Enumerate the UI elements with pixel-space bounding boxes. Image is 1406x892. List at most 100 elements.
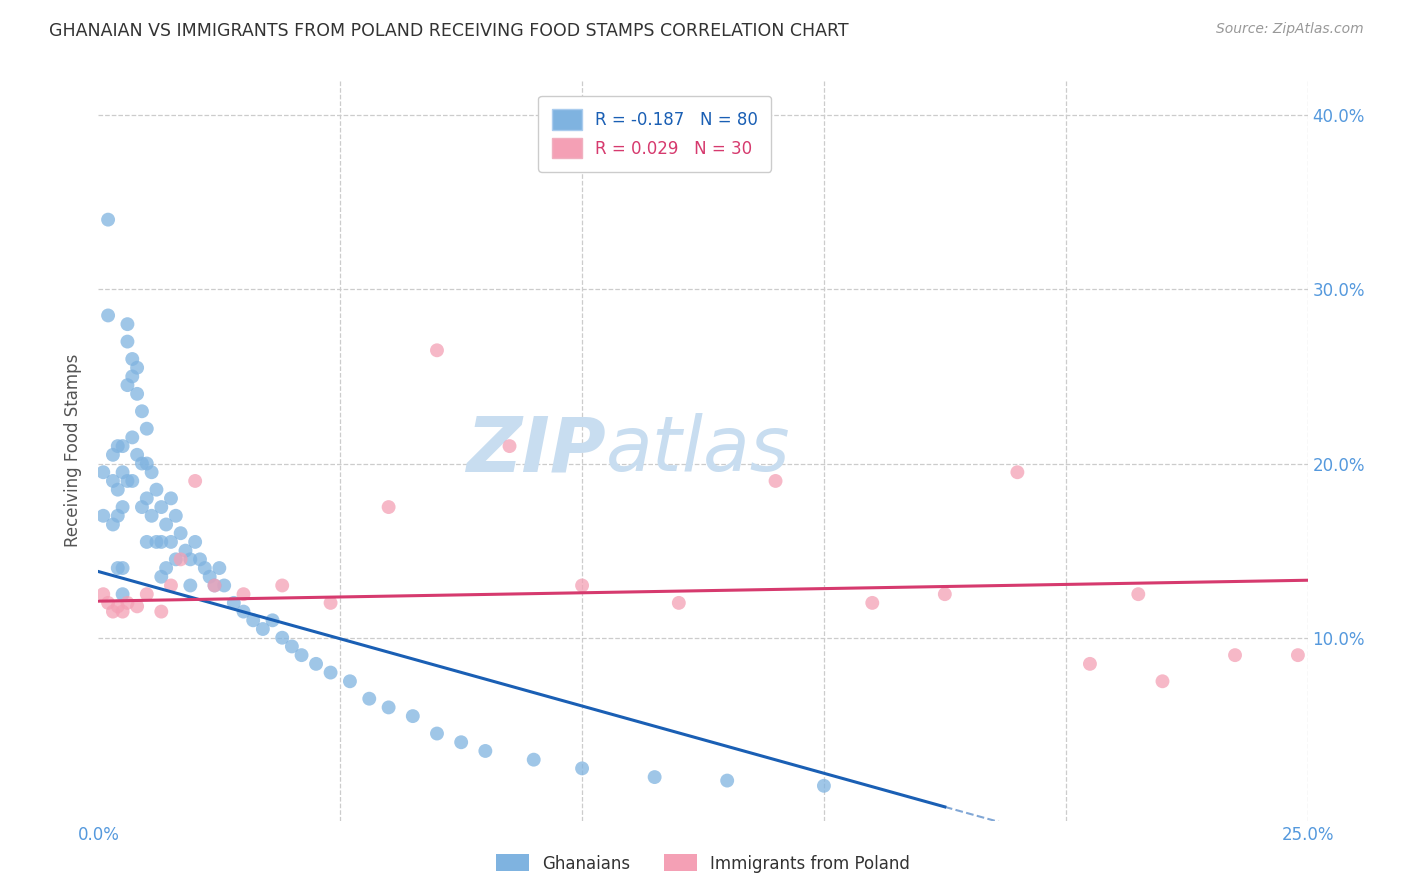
Point — [169, 552, 191, 566]
Point — [160, 535, 183, 549]
Point — [127, 448, 149, 462]
Point — [668, 596, 690, 610]
Point — [290, 648, 312, 662]
Point — [135, 422, 157, 436]
Point — [107, 561, 129, 575]
Point — [281, 640, 304, 654]
Legend: R = -0.187   N = 80, R = 0.029   N = 30: R = -0.187 N = 80, R = 0.029 N = 30 — [538, 96, 770, 171]
Point — [117, 378, 139, 392]
Point — [571, 578, 593, 592]
Point — [813, 779, 835, 793]
Point — [179, 578, 201, 592]
Point — [204, 578, 226, 592]
Text: atlas: atlas — [606, 414, 790, 487]
Point — [107, 599, 129, 614]
Point — [117, 334, 139, 349]
Point — [377, 700, 399, 714]
Point — [111, 465, 134, 479]
Point — [165, 552, 187, 566]
Point — [198, 570, 221, 584]
Point — [150, 535, 173, 549]
Point — [860, 596, 883, 610]
Point — [121, 351, 143, 366]
Point — [111, 587, 134, 601]
Point — [339, 674, 361, 689]
Point — [252, 622, 274, 636]
Point — [101, 474, 124, 488]
Point — [135, 491, 157, 506]
Point — [111, 500, 134, 514]
Point — [716, 773, 738, 788]
Point — [232, 605, 254, 619]
Point — [571, 761, 593, 775]
Point — [319, 665, 342, 680]
Point — [377, 500, 399, 514]
Point — [644, 770, 666, 784]
Point — [97, 309, 120, 323]
Point — [127, 599, 149, 614]
Point — [262, 613, 284, 627]
Point — [1128, 587, 1150, 601]
Point — [160, 491, 183, 506]
Point — [212, 578, 235, 592]
Text: GHANAIAN VS IMMIGRANTS FROM POLAND RECEIVING FOOD STAMPS CORRELATION CHART: GHANAIAN VS IMMIGRANTS FROM POLAND RECEI… — [49, 22, 849, 40]
Point — [523, 753, 546, 767]
Point — [121, 474, 143, 488]
Point — [97, 212, 120, 227]
Point — [498, 439, 520, 453]
Point — [101, 448, 124, 462]
Point — [127, 360, 149, 375]
Point — [359, 691, 381, 706]
Text: Source: ZipAtlas.com: Source: ZipAtlas.com — [1216, 22, 1364, 37]
Point — [174, 543, 197, 558]
Point — [117, 474, 139, 488]
Point — [271, 631, 294, 645]
Point — [101, 605, 124, 619]
Point — [111, 605, 134, 619]
Point — [131, 457, 153, 471]
Point — [121, 430, 143, 444]
Point — [165, 508, 187, 523]
Point — [184, 535, 207, 549]
Point — [271, 578, 294, 592]
Point — [169, 526, 191, 541]
Point — [1007, 465, 1029, 479]
Point — [450, 735, 472, 749]
Point — [150, 500, 173, 514]
Point — [121, 369, 143, 384]
Point — [155, 561, 177, 575]
Point — [91, 465, 114, 479]
Point — [107, 439, 129, 453]
Point — [145, 535, 167, 549]
Point — [426, 343, 449, 358]
Point — [1223, 648, 1246, 662]
Point — [145, 483, 167, 497]
Point — [117, 596, 139, 610]
Point — [131, 404, 153, 418]
Point — [474, 744, 496, 758]
Point — [155, 517, 177, 532]
Point — [1152, 674, 1174, 689]
Point — [194, 561, 217, 575]
Point — [208, 561, 231, 575]
Point — [107, 483, 129, 497]
Point — [319, 596, 342, 610]
Point — [1078, 657, 1101, 671]
Point — [426, 726, 449, 740]
Point — [402, 709, 425, 723]
Point — [107, 508, 129, 523]
Point — [242, 613, 264, 627]
Point — [141, 508, 163, 523]
Point — [135, 457, 157, 471]
Point — [111, 439, 134, 453]
Point — [101, 517, 124, 532]
Point — [179, 552, 201, 566]
Point — [111, 561, 134, 575]
Point — [135, 587, 157, 601]
Point — [222, 596, 245, 610]
Point — [91, 587, 114, 601]
Point — [1286, 648, 1309, 662]
Point — [117, 317, 139, 331]
Point — [150, 605, 173, 619]
Point — [131, 500, 153, 514]
